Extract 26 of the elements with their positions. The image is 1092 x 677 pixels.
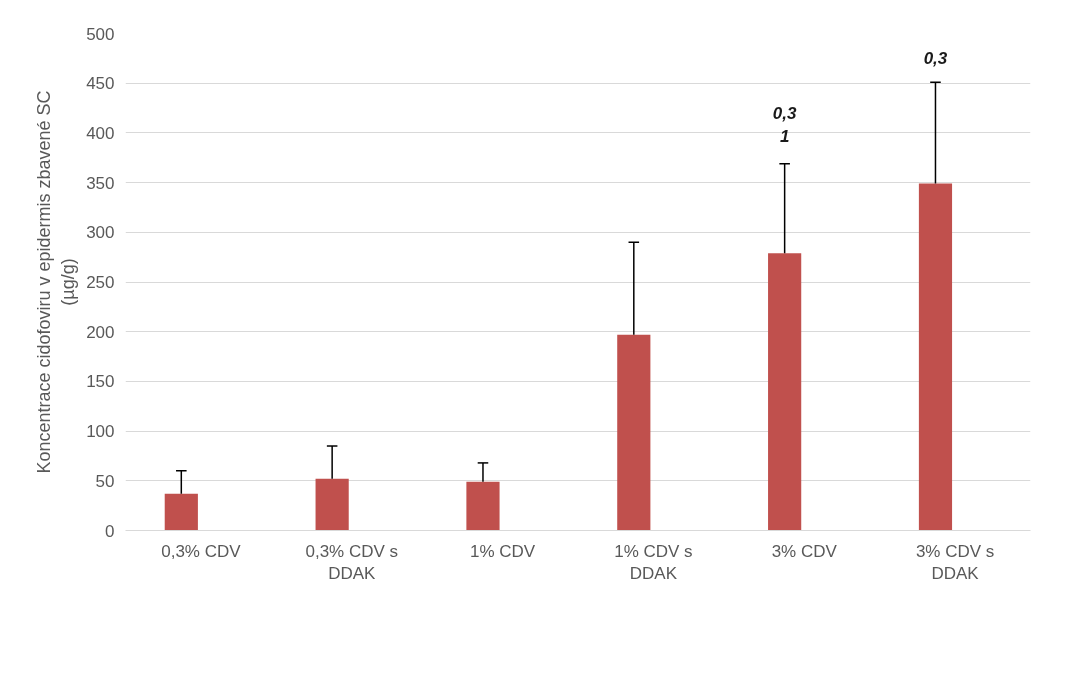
annotation: 0,3 [923, 49, 948, 69]
y-tick-label: 400 [86, 123, 115, 143]
bar [315, 478, 349, 531]
y-tick-label: 0 [105, 521, 115, 541]
x-tick-label: 3% CDV [771, 541, 838, 561]
y-tick-label: 250 [86, 273, 115, 292]
bar [466, 481, 500, 531]
bar [617, 334, 651, 531]
x-tick-label: 3% CDV s DDAK [915, 541, 995, 584]
y-tick-label: 150 [86, 372, 115, 392]
y-tick-label: 500 [86, 24, 115, 44]
y-tick-label: 300 [86, 223, 115, 243]
annotation: 0,3 1 [772, 103, 797, 146]
y-tick-label: 200 [86, 322, 115, 342]
bar [768, 253, 802, 531]
y-tick-label: 350 [86, 173, 115, 193]
y-axis-title: Koncentrace cidofoviru v epidermis zbavené SC (µg/g) [34, 90, 79, 474]
y-tick-label: 100 [86, 422, 115, 442]
y-tick-label: 450 [86, 74, 115, 94]
x-tick-label: 0,3% CDV [161, 541, 242, 561]
x-tick-label: 0,3% CDV s DDAK [305, 541, 399, 584]
y-tick-label: 50 [95, 471, 115, 491]
bar [164, 493, 198, 531]
bar [918, 183, 953, 531]
x-tick-label: 1% CDV s DDAK [614, 541, 693, 584]
x-tick-label: 1% CDV [469, 541, 536, 561]
